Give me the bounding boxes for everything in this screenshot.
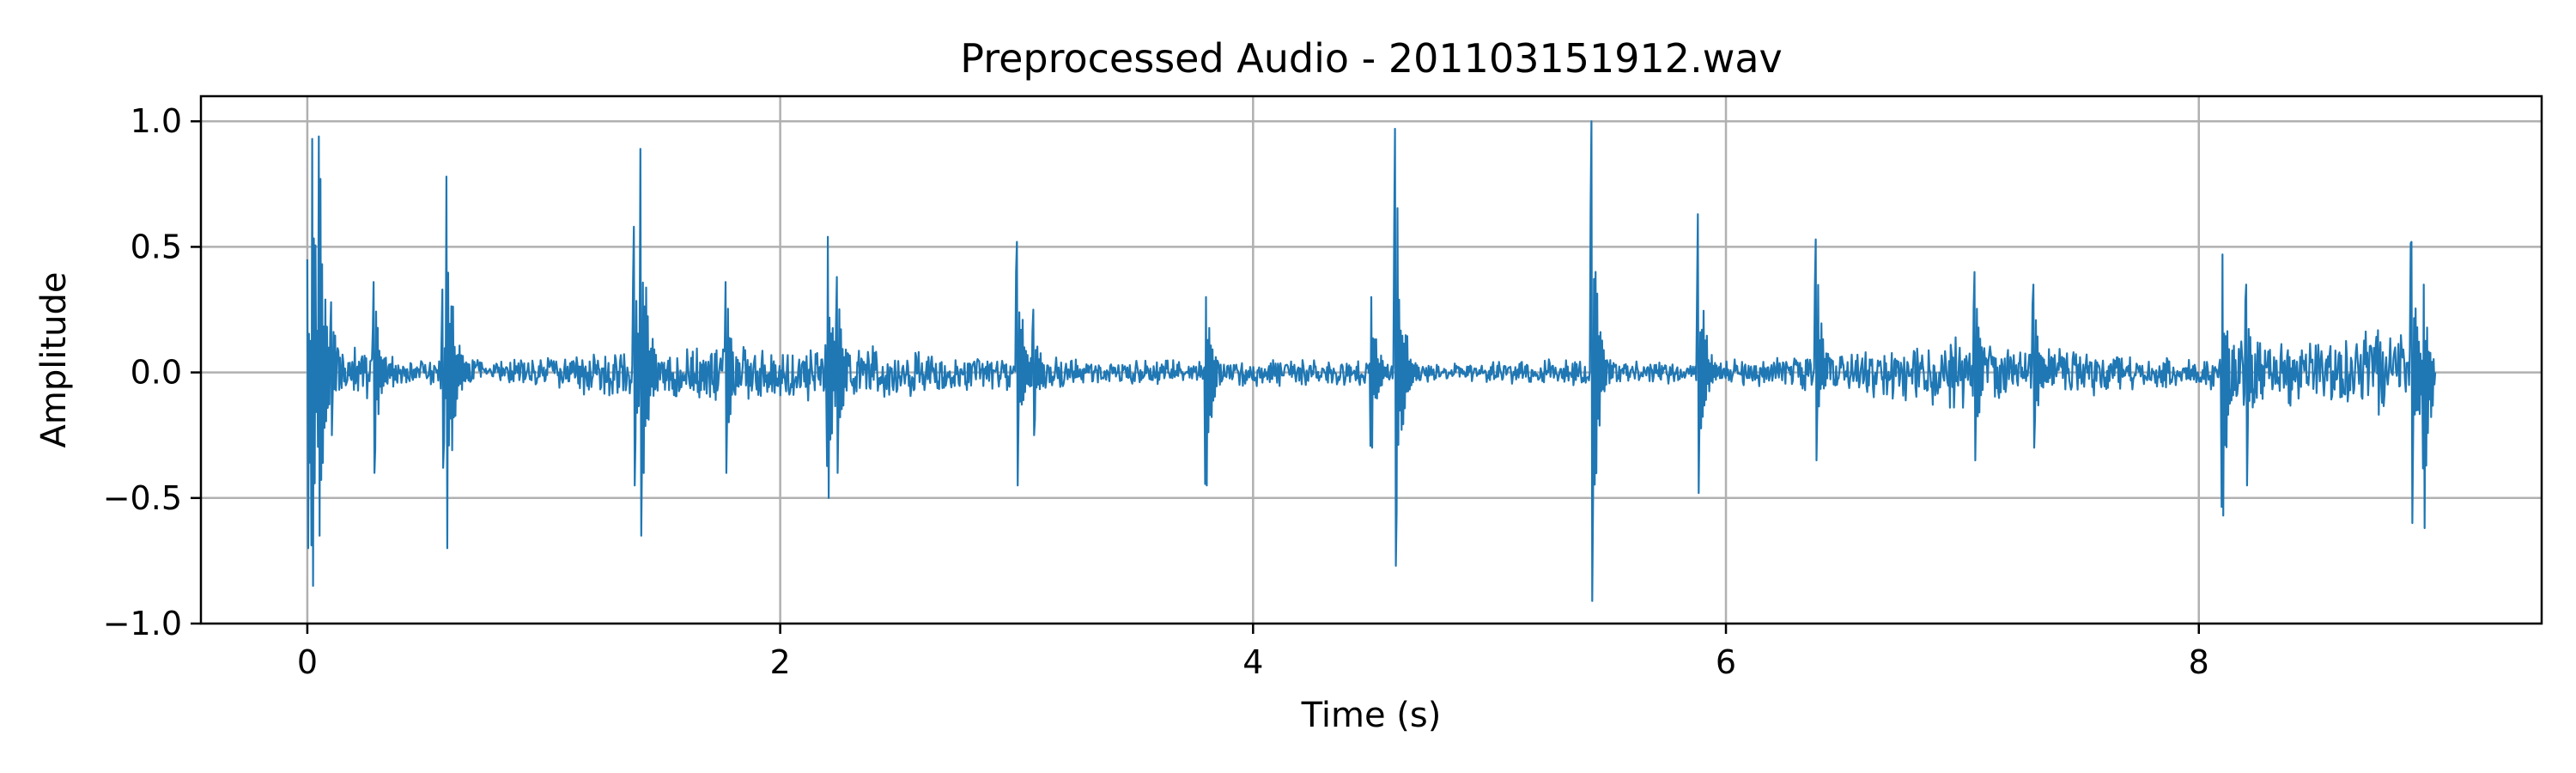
axis-ticks: 0 2 4 6 8 1.0 0.5 0.0 −0.5 −1.0 bbox=[103, 102, 2209, 681]
x-tick-label: 0 bbox=[297, 643, 318, 681]
y-axis-label: Amplitude bbox=[34, 272, 74, 448]
x-tick-label: 6 bbox=[1716, 643, 1736, 681]
y-tick-label: −0.5 bbox=[103, 479, 182, 517]
x-axis-label: Time (s) bbox=[1301, 696, 1442, 735]
y-tick-label: 1.0 bbox=[131, 102, 182, 140]
chart-title: Preprocessed Audio - 201103151912.wav bbox=[960, 35, 1782, 82]
x-tick-label: 8 bbox=[2189, 643, 2209, 681]
plot-frame bbox=[199, 94, 2543, 625]
y-tick-label: 0.5 bbox=[131, 228, 182, 265]
plot-area bbox=[306, 120, 2437, 602]
y-tick-label: 0.0 bbox=[131, 354, 182, 392]
x-tick-label: 2 bbox=[770, 643, 791, 681]
y-tick-label: −1.0 bbox=[103, 605, 182, 642]
x-tick-label: 4 bbox=[1242, 643, 1263, 681]
waveform-line bbox=[306, 120, 2437, 602]
